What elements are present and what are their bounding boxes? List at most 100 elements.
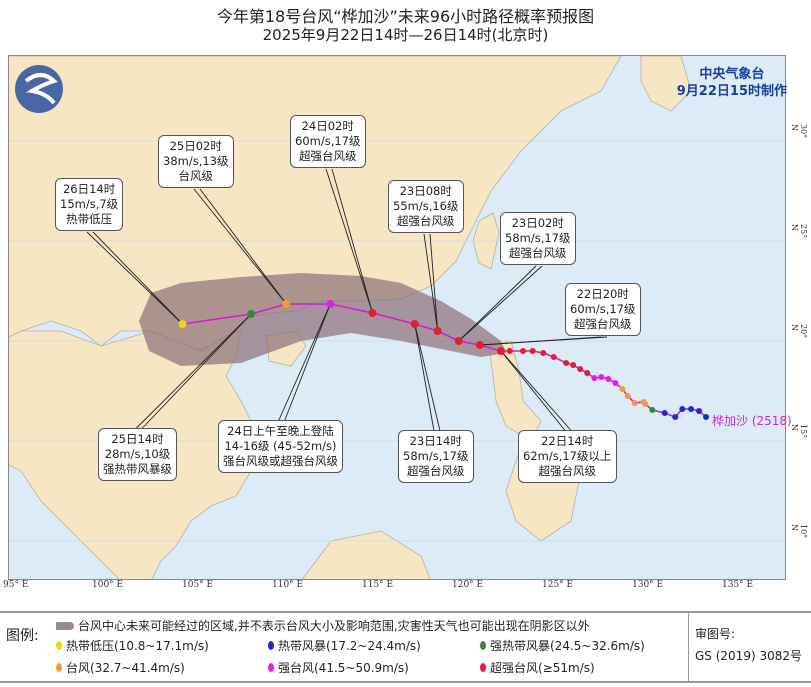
- leader-line: [414, 323, 441, 432]
- callout-line: 超强台风级: [538, 464, 597, 478]
- callout-line: 62m/s,17级以上: [523, 449, 612, 463]
- lon-tick: 100° E: [92, 580, 124, 590]
- leader-line: [500, 350, 572, 432]
- forecast-point: [454, 337, 463, 345]
- legend-item: 强热带风暴(24.5~32.6m/s): [490, 639, 645, 653]
- legend-title: 图例:: [6, 628, 39, 644]
- forecast-point: [433, 327, 442, 335]
- leader-line: [86, 231, 183, 325]
- callout-line: 14-16级 (45-52m/s): [224, 439, 337, 453]
- leader-line: [479, 336, 608, 346]
- callout-line: 38m/s,13级: [163, 154, 229, 168]
- issue-time: 9月22日15时制作: [676, 84, 787, 99]
- past-track-point: [506, 348, 513, 354]
- callout-line: 25日14时: [111, 432, 164, 446]
- forecast-callout: 23日14时 58m/s,17级 超强台风级: [398, 430, 474, 483]
- lon-tick: 130° E: [632, 580, 664, 590]
- forecast-callout: 25日02时 38m/s,13级 台风级: [158, 135, 234, 188]
- past-track-point: [672, 414, 679, 420]
- cma-logo-mark: [24, 73, 58, 105]
- lon-tick: 135° E: [722, 580, 754, 590]
- past-track-point: [661, 410, 668, 416]
- leader-line: [458, 265, 537, 342]
- callout-line: 超强台风级: [299, 149, 357, 163]
- callout-line: 超强台风级: [509, 246, 567, 260]
- super-typhoon-swatch: [480, 663, 486, 672]
- map-canvas: [9, 56, 785, 579]
- callout-line: 超强台风级: [397, 214, 455, 228]
- legend-item: 台风(32.7~41.4m/s): [66, 661, 185, 675]
- leader-line: [278, 303, 331, 422]
- agency-name: 中央气象台: [699, 67, 765, 82]
- callout-line: 22日14时: [541, 434, 594, 448]
- past-track-point: [612, 380, 619, 386]
- forecast-callout: 24日上午至晚上登陆 14-16级 (45-52m/s) 强台风级或超强台风级: [218, 420, 343, 473]
- lon-tick: 105° E: [182, 580, 214, 590]
- forecast-callout: 22日14时 62m/s,17级以上 超强台风级: [518, 430, 617, 483]
- leader-line: [429, 233, 439, 332]
- lon-tick: 110° E: [272, 580, 304, 590]
- callout-line: 15m/s,7级: [60, 197, 119, 211]
- callout-line: 28m/s,10级: [104, 447, 171, 461]
- legend-item: 超强台风(≥51m/s): [490, 661, 595, 675]
- forecast-point: [178, 320, 187, 328]
- lat-tick: 15° N: [790, 424, 808, 439]
- legend-item: 强台风(41.5~50.9m/s): [278, 661, 409, 675]
- forecast-callout: 23日08时 55m/s,16级 超强台风级: [388, 180, 464, 233]
- land-kyushu: [640, 56, 692, 112]
- leader-line: [331, 168, 373, 314]
- severe-typhoon-swatch: [268, 663, 274, 672]
- leader-line: [92, 231, 183, 325]
- legend-item: 热带低压(10.8~17.1m/s): [66, 639, 209, 653]
- review-number-panel: 审图号: GS (2019) 3082号: [688, 613, 808, 681]
- callout-line: 23日08时: [399, 184, 452, 198]
- past-track-point: [520, 348, 526, 354]
- callout-line: 25日02时: [169, 139, 222, 153]
- forecast-callout: 26日14时 15m/s,7级 热带低压: [55, 178, 124, 231]
- typhoon-name-label: 桦加沙 (2518): [712, 414, 792, 428]
- leader-line: [423, 233, 439, 332]
- callout-line: 55m/s,16级: [393, 199, 459, 213]
- map-title: 今年第18号台风“桦加沙”未来96小时路径概率预报图: [216, 7, 595, 26]
- forecast-point: [368, 309, 377, 317]
- forecast-callout: 23日02时 58m/s,17级 超强台风级: [500, 212, 576, 265]
- past-track-point: [688, 406, 695, 412]
- severe-tropical-storm-swatch: [480, 641, 486, 650]
- callout-line: 23日14时: [409, 434, 462, 448]
- agency-stamp: 中央气象台 9月22日15时制作: [677, 66, 787, 100]
- callout-line: 60m/s,17级: [570, 302, 636, 316]
- past-track-point: [550, 354, 557, 360]
- leader-line: [141, 313, 252, 430]
- lon-tick: 115° E: [362, 580, 394, 590]
- typhoon-swatch: [56, 663, 62, 672]
- forecast-callout: 25日14时 28m/s,10级 强热带风暴级: [98, 428, 177, 481]
- past-track-point: [624, 393, 631, 399]
- track-line: [182, 303, 502, 352]
- leader-line: [135, 313, 252, 430]
- callout-line: 热带低压: [66, 212, 113, 226]
- past-track-point: [703, 414, 710, 420]
- leader-line: [325, 168, 373, 314]
- tropical-storm-swatch: [268, 641, 274, 650]
- callout-line: 台风级: [178, 169, 214, 183]
- callout-line: 强台风级或超强台风级: [223, 454, 338, 468]
- land-borneo: [302, 530, 431, 579]
- leader-line: [284, 303, 331, 422]
- callout-line: 超强台风级: [407, 464, 465, 478]
- past-track-point: [679, 406, 686, 412]
- callout-line: 强热带风暴级: [103, 462, 172, 476]
- review-number: GS (2019) 3082号: [695, 649, 802, 663]
- leader-line: [193, 188, 287, 305]
- lon-tick: 125° E: [542, 580, 574, 590]
- past-track-point: [649, 407, 656, 413]
- legend: 图例: 台风中心未来可能经过的区域,并不表示台风大小及影响范围,灾害性天气也可能…: [0, 611, 811, 683]
- past-track-point: [631, 400, 638, 406]
- past-track-point: [619, 386, 626, 392]
- past-track-point: [605, 376, 612, 382]
- leader-line: [458, 265, 543, 342]
- forecast-callout: 22日20时 60m/s,17级 超强台风级: [565, 283, 641, 336]
- forecast-point: [410, 320, 419, 328]
- lat-tick: 25° N: [790, 224, 808, 239]
- lat-tick: 20° N: [790, 324, 808, 339]
- forecast-callout: 24日02时 60m/s,17级 超强台风级: [290, 115, 366, 168]
